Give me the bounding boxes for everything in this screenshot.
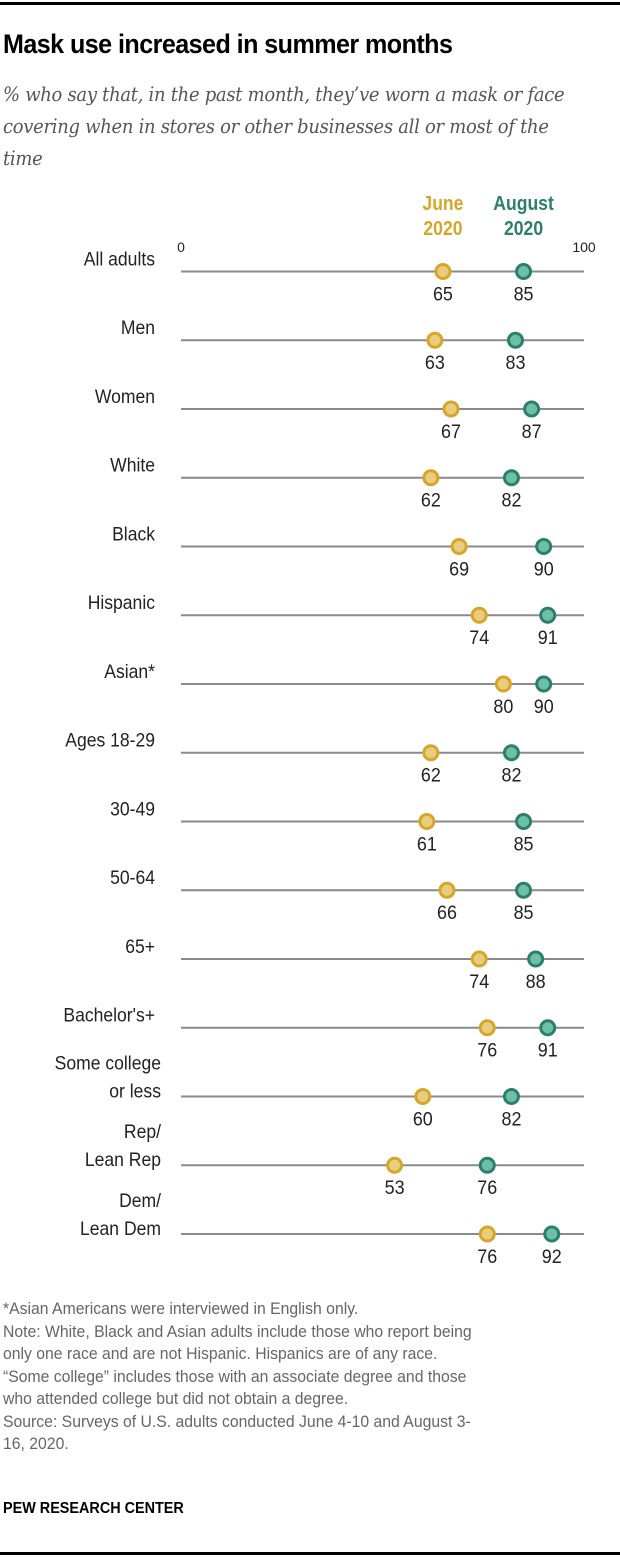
data-label-august: 85 [514, 833, 534, 855]
data-label-june: 76 [477, 1039, 497, 1061]
data-label-august: 87 [522, 420, 542, 442]
category-label: Ages 18-29 [65, 729, 155, 751]
data-label-june: 60 [413, 1108, 433, 1130]
bottom-rule [0, 1552, 620, 1555]
category-label: White [110, 454, 155, 476]
data-point-august [527, 950, 545, 968]
note-line: who attended college but did not obtain … [3, 1390, 349, 1408]
data-label-june: 69 [449, 558, 469, 580]
data-label-june: 62 [421, 764, 441, 786]
chart-notes: *Asian Americans were interviewed in Eng… [3, 1298, 614, 1456]
category-label: Dem/ [119, 1189, 162, 1211]
data-label-august: 88 [526, 970, 546, 992]
data-point-june [438, 881, 456, 899]
data-label-august: 90 [534, 695, 554, 717]
data-point-june [422, 469, 440, 487]
data-label-june: 66 [437, 902, 457, 924]
category-label: Bachelor's+ [63, 1004, 155, 1026]
pew-research-center-logo: PEW RESEARCH CENTER [3, 1500, 184, 1517]
data-label-august: 82 [501, 764, 521, 786]
data-point-august [515, 263, 533, 280]
data-label-august: 92 [542, 1245, 562, 1267]
data-point-june [414, 1088, 432, 1105]
data-label-june: 74 [469, 970, 489, 992]
data-point-august [535, 538, 553, 555]
data-point-june [422, 744, 440, 762]
data-point-august [535, 675, 553, 693]
category-label: Rep/ [124, 1120, 162, 1142]
source-line: Source: Surveys of U.S. adults conducted… [3, 1412, 471, 1431]
category-label: Hispanic [88, 591, 155, 613]
source-line: 16, 2020. [3, 1435, 69, 1453]
legend-june-2020-line: June [422, 192, 463, 214]
category-label: 50-64 [110, 866, 155, 888]
data-label-august: 90 [534, 558, 554, 580]
data-label-june: 53 [385, 1177, 405, 1199]
data-point-august [502, 1088, 520, 1105]
data-point-august [543, 1225, 561, 1243]
axis-tick-label-100: 100 [572, 239, 596, 255]
legend-june-2020-line: 2020 [423, 217, 462, 239]
data-point-june [442, 400, 460, 418]
legend-august-2020-line: 2020 [504, 217, 543, 239]
data-label-june: 67 [441, 420, 461, 442]
data-label-june: 61 [417, 833, 437, 855]
data-label-august: 76 [477, 1177, 497, 1199]
data-point-august [502, 469, 520, 487]
data-point-june [470, 606, 488, 624]
data-point-june [478, 1019, 496, 1037]
data-label-august: 85 [514, 902, 534, 924]
category-label: Asian* [104, 660, 155, 682]
category-label: Black [112, 523, 156, 545]
data-point-june [434, 263, 452, 280]
data-point-august [502, 744, 520, 762]
category-label: Women [95, 385, 155, 407]
legend-august-2020-line: August [493, 192, 554, 214]
data-label-august: 91 [538, 627, 558, 649]
data-point-june [478, 1225, 496, 1243]
footnote-asian: *Asian Americans were interviewed in Eng… [3, 1300, 359, 1318]
note-line: only one race and are not Hispanic. Hisp… [3, 1345, 438, 1363]
data-label-august: 82 [501, 1108, 521, 1130]
data-point-august [539, 606, 557, 624]
data-point-august [515, 813, 533, 830]
data-label-august: 83 [506, 352, 526, 374]
dot-plot-chart: June 2020 August 2020 0 100 All adults 65 85 Men 6… [55, 192, 596, 1267]
category-label: Lean Rep [85, 1148, 161, 1170]
category-label: Some college [55, 1052, 161, 1074]
data-point-june [494, 675, 512, 693]
data-label-august: 82 [501, 489, 521, 511]
category-label: Lean Dem [80, 1217, 161, 1239]
data-point-august [515, 881, 533, 899]
data-point-june [450, 538, 468, 555]
data-point-august [539, 1019, 557, 1037]
category-label: 30-49 [110, 798, 155, 820]
note-line: Note: White, Black and Asian adults incl… [3, 1322, 472, 1341]
category-label: 65+ [125, 935, 155, 957]
data-point-june [386, 1156, 404, 1174]
chart-subtitle: % who say that, in the past month, they’… [3, 83, 565, 170]
data-point-august [506, 331, 524, 349]
data-point-june [470, 950, 488, 968]
category-label: or less [109, 1080, 161, 1102]
data-label-june: 63 [425, 352, 445, 374]
data-label-august: 85 [514, 283, 534, 305]
data-point-august [523, 400, 541, 418]
axis-tick-label-0: 0 [177, 239, 185, 255]
note-line: “Some college” includes those with an as… [3, 1367, 467, 1386]
data-point-june [426, 331, 444, 349]
data-label-june: 65 [433, 283, 453, 305]
top-rule [0, 2, 620, 5]
data-label-june: 62 [421, 489, 441, 511]
data-point-august [478, 1156, 496, 1174]
data-label-june: 76 [477, 1245, 497, 1267]
data-label-june: 80 [493, 695, 513, 717]
category-label: Men [121, 316, 155, 338]
category-label: All adults [84, 248, 155, 270]
data-label-august: 91 [538, 1039, 558, 1061]
data-label-june: 74 [469, 627, 489, 649]
data-point-june [418, 813, 436, 830]
chart-title: Mask use increased in summer months [3, 29, 453, 59]
